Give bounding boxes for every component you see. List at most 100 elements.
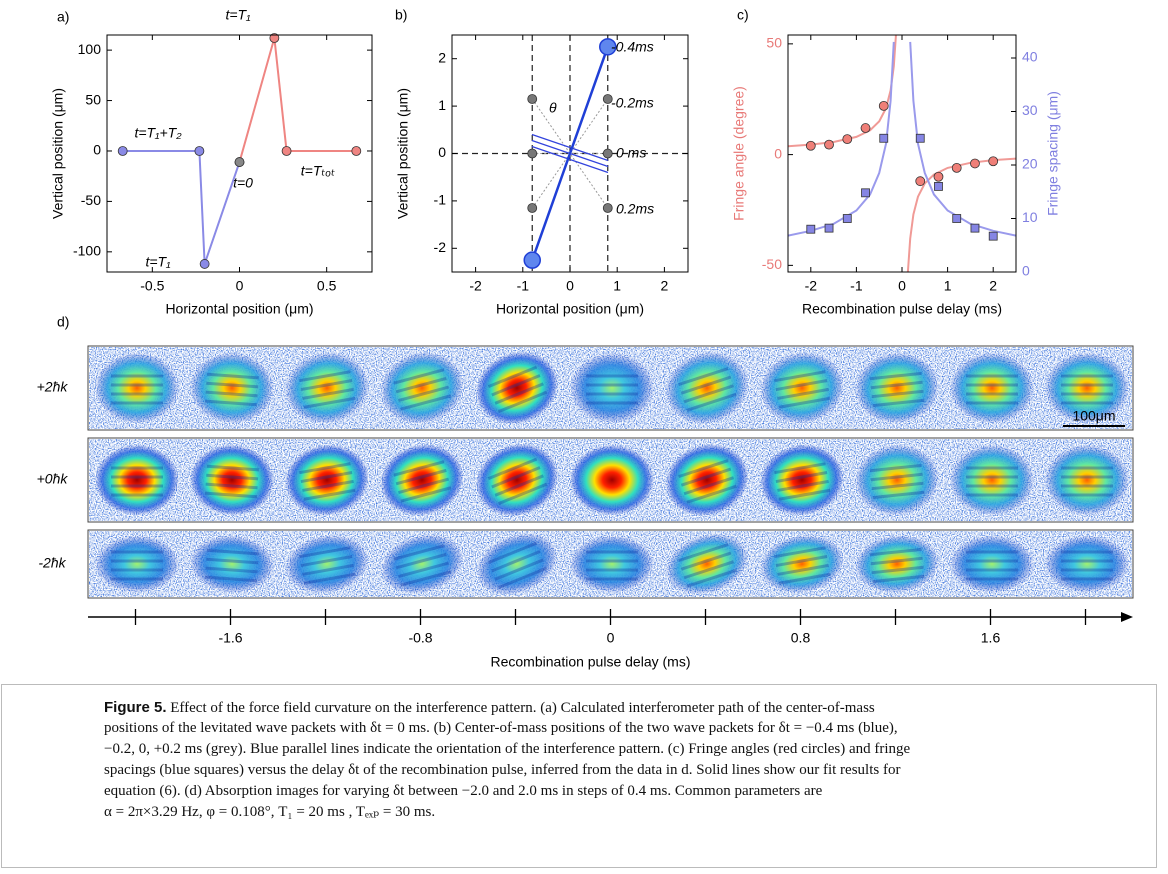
fringe: [400, 570, 452, 587]
fringe: [869, 547, 922, 557]
absorption-image: [570, 535, 654, 593]
absorption-image: [570, 352, 654, 424]
fringe: [678, 367, 729, 387]
marker: [602, 94, 613, 104]
marker: [805, 140, 816, 151]
y-axis-label: Vertical position (μm): [50, 88, 66, 219]
fringe: [491, 550, 541, 573]
y-tick-label: -100: [73, 243, 101, 259]
absorption-image: [760, 444, 844, 516]
fringe: [683, 476, 735, 496]
fringe: [204, 575, 257, 583]
absorption-image: [476, 533, 558, 595]
series-line: [531, 46, 609, 261]
fringe: [497, 482, 548, 506]
atom-cloud: [855, 352, 939, 424]
fringe: [204, 399, 257, 407]
fringe: [494, 382, 544, 405]
absorption-image: [95, 444, 179, 516]
atom-cloud: [760, 444, 844, 516]
absorption-image: [666, 533, 748, 595]
fringe: [395, 552, 447, 570]
fringe: [400, 394, 452, 411]
marker: [602, 148, 613, 159]
absorption-image: [285, 352, 369, 424]
fringe: [774, 462, 826, 475]
fringe-line: [531, 145, 609, 174]
marker: [602, 203, 613, 213]
fringe: [303, 488, 356, 501]
y-axis-label: Vertical position (μm): [395, 88, 411, 219]
fringe: [395, 376, 447, 394]
marker: [269, 33, 280, 43]
fringe: [398, 477, 450, 494]
annotation: 0 ms: [616, 145, 646, 161]
marker: [824, 139, 834, 150]
y2-tick-label: 0: [1022, 263, 1030, 279]
x-tick-label: -1: [517, 278, 530, 294]
x-tick-label: -1.6: [218, 630, 242, 646]
fringe: [494, 558, 544, 581]
atom-cloud: [190, 352, 274, 424]
marker: [523, 251, 541, 269]
fringe: [206, 557, 259, 565]
marker: [970, 223, 980, 233]
fringe: [680, 467, 732, 487]
marker: [933, 171, 944, 182]
absorption-image: [190, 535, 274, 593]
plot-frame: [451, 34, 689, 273]
caption-line: positions of the levitated wave packets …: [104, 720, 898, 736]
absorption-image: [1045, 352, 1129, 424]
fringe: [774, 546, 826, 559]
fringe: [205, 566, 258, 574]
marker: [861, 188, 870, 198]
x-tick-label: -0.8: [408, 630, 432, 646]
series-line: [122, 149, 241, 265]
x-tick-label: 1: [613, 278, 621, 294]
fringe: [302, 563, 354, 576]
x-tick-label: 0: [236, 278, 244, 294]
fringe: [680, 551, 732, 571]
x-axis-label: Recombination pulse delay (ms): [491, 654, 691, 670]
absorption-image: [190, 444, 274, 516]
atom-cloud: [855, 535, 939, 593]
fringe: [487, 541, 538, 565]
x-tick-label: -1: [850, 278, 863, 294]
fringe: [686, 392, 737, 412]
caption-line: α = 2π×3.29 Hz, φ = 0.108°, T₁ = 20 ms ,…: [104, 804, 436, 820]
atom-cloud: [1045, 352, 1129, 424]
marker: [934, 182, 943, 191]
marker: [951, 162, 962, 173]
x-axis-label: Horizontal position (μm): [165, 301, 313, 317]
fringe: [206, 381, 259, 389]
fringe: [302, 479, 354, 492]
atom-cloud: [476, 533, 558, 595]
fringe: [494, 474, 544, 497]
atom-cloud: [475, 351, 559, 425]
fringe: [680, 375, 732, 395]
absorption-image: [760, 534, 844, 594]
annotation: t=Tₜₒₜ: [301, 163, 335, 179]
atom-cloud: [95, 535, 179, 593]
atom-cloud: [380, 444, 464, 516]
y-tick-label: 2: [438, 49, 446, 65]
x-tick-label: -2: [805, 278, 818, 294]
y-tick-label: -2: [434, 239, 447, 255]
y-tick-label: -1: [434, 192, 447, 208]
fringe: [778, 488, 831, 501]
atom-cloud: [190, 535, 274, 593]
x-axis-label: Recombination pulse delay (ms): [802, 301, 1002, 317]
atom-cloud: [285, 534, 369, 594]
marker: [599, 38, 617, 56]
marker: [988, 156, 999, 167]
fringe: [871, 565, 924, 575]
annotation: -0.4ms: [611, 39, 654, 55]
marker: [806, 224, 816, 234]
x-tick-label: -2: [469, 278, 482, 294]
absorption-image: [855, 444, 939, 516]
x-tick-label: -0.5: [140, 278, 164, 294]
atom-cloud: [950, 352, 1034, 424]
fringe: [869, 463, 922, 473]
panel-label: c): [737, 7, 749, 23]
